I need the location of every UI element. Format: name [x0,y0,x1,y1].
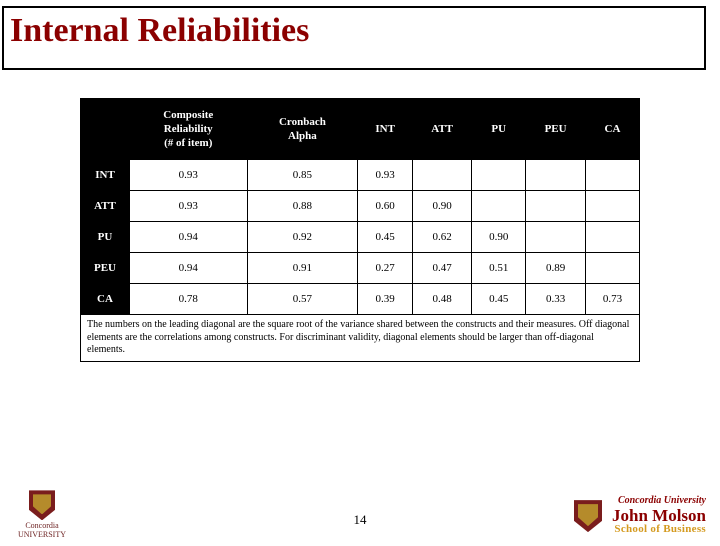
cell: 0.48 [412,284,471,315]
cell [585,222,639,253]
col-header-cronbach-text: CronbachAlpha [279,116,326,142]
cell: 0.60 [358,191,413,222]
row-label-att: ATT [81,191,130,222]
cell [526,191,586,222]
table-row: CA 0.78 0.57 0.39 0.48 0.45 0.33 0.73 [81,284,640,315]
cell: 0.94 [130,222,248,253]
cell [526,222,586,253]
cell: 0.93 [130,191,248,222]
cell [585,191,639,222]
cell [472,191,526,222]
cell: 0.90 [472,222,526,253]
table-row: ATT 0.93 0.88 0.60 0.90 [81,191,640,222]
cell: 0.93 [130,160,248,191]
col-header-blank [81,99,130,160]
logo-left-line2: UNIVERSITY [18,531,66,540]
table-row: INT 0.93 0.85 0.93 [81,160,640,191]
table-header-row: CompositeReliability(# of item) Cronbach… [81,99,640,160]
cell [585,160,639,191]
table-row: PU 0.94 0.92 0.45 0.62 0.90 [81,222,640,253]
cell: 0.93 [358,160,413,191]
cell [526,160,586,191]
col-header-cronbach: CronbachAlpha [247,99,358,160]
footnote-text: The numbers on the leading diagonal are … [81,315,640,362]
cell: 0.57 [247,284,358,315]
cell: 0.94 [130,253,248,284]
cell: 0.27 [358,253,413,284]
cell: 0.45 [358,222,413,253]
page-title: Internal Reliabilities [10,12,698,50]
cell: 0.45 [472,284,526,315]
cell: 0.33 [526,284,586,315]
molson-logo-right: Concordia University John Molson School … [574,496,706,536]
col-header-composite-text: CompositeReliability(# of item) [163,109,213,150]
shield-icon [574,500,602,532]
col-header-att: ATT [412,99,471,160]
footnote-row: The numbers on the leading diagonal are … [81,315,640,362]
cell [472,160,526,191]
cell: 0.92 [247,222,358,253]
cell [412,160,471,191]
col-header-pu: PU [472,99,526,160]
cell: 0.51 [472,253,526,284]
table-row: PEU 0.94 0.91 0.27 0.47 0.51 0.89 [81,253,640,284]
cell: 0.78 [130,284,248,315]
cell: 0.62 [412,222,471,253]
shield-icon [29,490,55,520]
logo-right-sob: School of Business [612,524,706,536]
row-label-peu: PEU [81,253,130,284]
cell [585,253,639,284]
title-box: Internal Reliabilities [2,6,706,70]
row-label-pu: PU [81,222,130,253]
reliability-table-wrap: CompositeReliability(# of item) Cronbach… [80,98,640,362]
cell: 0.47 [412,253,471,284]
col-header-ca: CA [585,99,639,160]
reliability-table: CompositeReliability(# of item) Cronbach… [80,98,640,362]
cell: 0.85 [247,160,358,191]
row-label-ca: CA [81,284,130,315]
cell: 0.90 [412,191,471,222]
logo-right-name: John Molson [612,507,706,525]
cell: 0.89 [526,253,586,284]
cell: 0.73 [585,284,639,315]
concordia-logo-left: Concordia UNIVERSITY [18,490,66,540]
col-header-int: INT [358,99,413,160]
cell: 0.91 [247,253,358,284]
col-header-peu: PEU [526,99,586,160]
logo-right-text: Concordia University John Molson School … [612,496,706,536]
row-label-int: INT [81,160,130,191]
cell: 0.39 [358,284,413,315]
col-header-composite: CompositeReliability(# of item) [130,99,248,160]
cell: 0.88 [247,191,358,222]
